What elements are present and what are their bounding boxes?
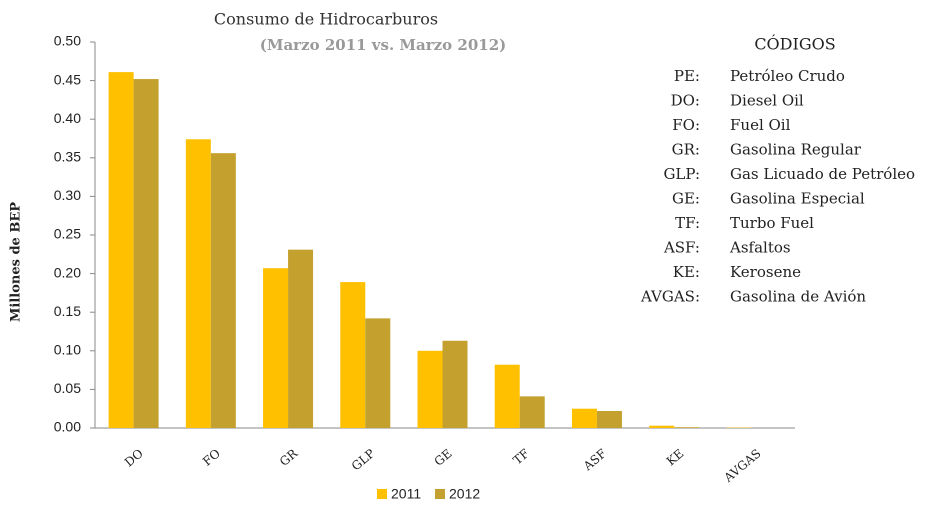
code-name: Diesel Oil bbox=[730, 92, 804, 110]
bar bbox=[134, 79, 159, 428]
code: DO: bbox=[671, 92, 700, 110]
bar bbox=[211, 153, 236, 428]
code: GE: bbox=[672, 190, 700, 208]
bar bbox=[572, 409, 597, 428]
y-tick-label: 0.35 bbox=[54, 149, 81, 165]
y-tick-label: 0.15 bbox=[54, 303, 81, 319]
y-tick-label: 0.20 bbox=[54, 264, 81, 280]
code: ASF: bbox=[663, 239, 700, 257]
bar bbox=[649, 426, 674, 428]
bar bbox=[109, 72, 134, 428]
code-name: Gasolina Regular bbox=[730, 141, 862, 159]
y-tick-label: 0.50 bbox=[54, 33, 81, 49]
y-tick-label: 0.45 bbox=[54, 71, 81, 87]
x-tick-label: DO bbox=[122, 446, 146, 469]
y-tick-label: 0.25 bbox=[54, 226, 81, 242]
bar bbox=[186, 139, 211, 428]
x-tick-label: ASF bbox=[580, 446, 609, 474]
x-tick-label: GR bbox=[277, 446, 301, 469]
legend-label: 2012 bbox=[449, 486, 480, 502]
code-name: Gas Licuado de Petróleo bbox=[730, 165, 915, 183]
bar bbox=[597, 411, 622, 428]
x-tick-label: GLP bbox=[349, 446, 378, 473]
x-tick-label: AVGAS bbox=[721, 446, 764, 485]
legend-swatch bbox=[377, 489, 387, 499]
bar bbox=[340, 282, 365, 428]
code: KE: bbox=[673, 263, 700, 281]
y-axis-label: Millones de BEP bbox=[9, 202, 24, 322]
code: PE: bbox=[674, 67, 700, 85]
code: GLP: bbox=[663, 165, 700, 183]
code: FO: bbox=[672, 116, 700, 134]
x-tick-label: TF bbox=[510, 446, 532, 467]
bar bbox=[443, 341, 468, 428]
bar bbox=[288, 250, 313, 428]
code-name: Turbo Fuel bbox=[730, 214, 814, 232]
x-tick-label: GE bbox=[432, 446, 455, 469]
y-tick-label: 0.05 bbox=[54, 380, 81, 396]
legend-swatch bbox=[435, 489, 445, 499]
code: AVGAS: bbox=[640, 288, 700, 306]
code: TF: bbox=[675, 214, 700, 232]
x-tick-label: KE bbox=[664, 446, 687, 468]
code-name: Petróleo Crudo bbox=[730, 67, 845, 85]
y-tick-label: 0.30 bbox=[54, 187, 81, 203]
y-tick-label: 0.00 bbox=[54, 419, 81, 435]
legend-label: 2011 bbox=[391, 486, 421, 502]
chart-title: Consumo de Hidrocarburos bbox=[214, 10, 438, 29]
bar bbox=[495, 365, 520, 428]
bar bbox=[418, 351, 443, 428]
code-name: Kerosene bbox=[730, 263, 801, 281]
code-name: Asfaltos bbox=[729, 239, 791, 257]
codes-title: CÓDIGOS bbox=[754, 34, 835, 54]
chart-subtitle: (Marzo 2011 vs. Marzo 2012) bbox=[260, 36, 506, 54]
code-name: Fuel Oil bbox=[730, 116, 791, 134]
bar bbox=[520, 396, 545, 428]
bar bbox=[263, 268, 288, 428]
code-name: Gasolina de Avión bbox=[730, 288, 866, 306]
y-tick-label: 0.40 bbox=[54, 110, 81, 126]
bar bbox=[674, 427, 699, 428]
x-tick-label: FO bbox=[200, 446, 223, 469]
code-name: Gasolina Especial bbox=[730, 190, 865, 208]
code: GR: bbox=[672, 141, 700, 159]
bar bbox=[365, 318, 390, 428]
y-tick-label: 0.10 bbox=[54, 342, 81, 358]
